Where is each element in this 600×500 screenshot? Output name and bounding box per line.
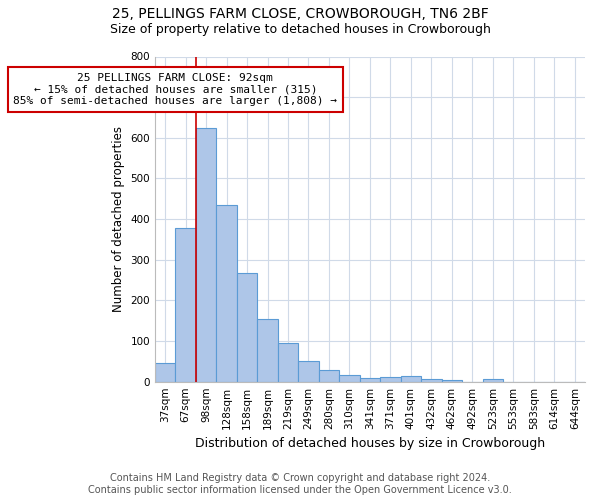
Bar — [155, 362, 175, 382]
Bar — [298, 360, 319, 382]
Bar — [421, 379, 442, 382]
Bar — [278, 343, 298, 382]
Text: Size of property relative to detached houses in Crowborough: Size of property relative to detached ho… — [110, 22, 490, 36]
Text: 25 PELLINGS FARM CLOSE: 92sqm
← 15% of detached houses are smaller (315)
85% of : 25 PELLINGS FARM CLOSE: 92sqm ← 15% of d… — [13, 73, 337, 106]
Bar — [339, 375, 359, 382]
Bar — [380, 377, 401, 382]
Bar — [237, 273, 257, 382]
Bar — [442, 380, 462, 382]
Bar — [482, 379, 503, 382]
Bar — [175, 228, 196, 382]
Bar — [217, 205, 237, 382]
Bar — [319, 370, 339, 382]
Bar — [196, 128, 217, 382]
Y-axis label: Number of detached properties: Number of detached properties — [112, 126, 125, 312]
Bar — [401, 376, 421, 382]
Text: 25, PELLINGS FARM CLOSE, CROWBOROUGH, TN6 2BF: 25, PELLINGS FARM CLOSE, CROWBOROUGH, TN… — [112, 8, 488, 22]
X-axis label: Distribution of detached houses by size in Crowborough: Distribution of detached houses by size … — [195, 437, 545, 450]
Bar — [359, 378, 380, 382]
Text: Contains HM Land Registry data © Crown copyright and database right 2024.
Contai: Contains HM Land Registry data © Crown c… — [88, 474, 512, 495]
Bar — [257, 318, 278, 382]
